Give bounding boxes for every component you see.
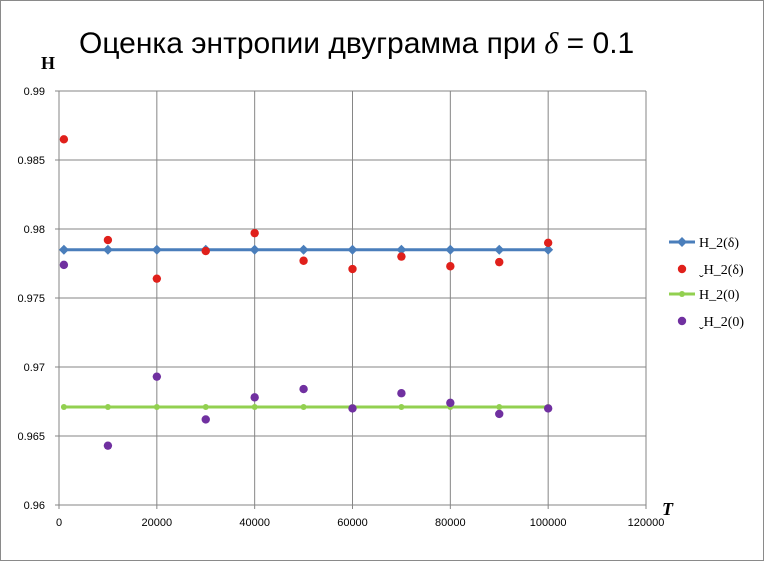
y-tick-label: 0.965	[17, 431, 45, 443]
data-point	[202, 404, 209, 411]
data-point	[446, 262, 455, 271]
legend-marker	[677, 264, 687, 274]
y-axis-label: H	[41, 53, 55, 73]
data-point	[397, 389, 406, 398]
data-point	[348, 404, 357, 413]
data-point	[495, 257, 504, 267]
data-point	[249, 244, 260, 255]
legend-marker	[677, 237, 687, 247]
x-tick-label: 100000	[530, 517, 567, 529]
x-tick-label: 40000	[239, 517, 270, 529]
legend-label: H_2(δ)	[699, 236, 739, 251]
data-point	[299, 256, 308, 265]
data-point	[495, 409, 504, 419]
data-point	[103, 235, 113, 245]
data-point	[60, 404, 67, 411]
data-point	[396, 244, 407, 255]
data-point	[152, 372, 162, 381]
data-point	[151, 244, 162, 255]
legend: H_2(δ) ˬH_2(δ) H_2(0) ˬH_2(0)	[669, 236, 744, 330]
data-point	[153, 404, 160, 411]
data-point	[494, 244, 505, 255]
x-tick-label: 20000	[142, 517, 173, 529]
x-tick-label: 120000	[628, 517, 665, 529]
data-point	[398, 404, 405, 411]
data-point	[543, 244, 554, 255]
y-tick-label: 0.985	[17, 155, 45, 167]
data-point	[397, 252, 406, 261]
y-tick-label: 0.99	[24, 86, 45, 98]
y-tick-label: 0.96	[24, 500, 45, 512]
data-point	[299, 384, 308, 394]
data-point	[104, 404, 111, 411]
data-point	[348, 264, 357, 274]
legend-label: ˬH_2(δ)	[699, 263, 744, 278]
series-1	[59, 135, 553, 283]
x-tick-label: 80000	[435, 517, 466, 529]
data-point	[543, 238, 553, 247]
chart-title-symbol: δ	[544, 27, 559, 60]
data-point	[347, 244, 358, 255]
series-2	[60, 404, 552, 411]
data-point	[251, 404, 258, 411]
data-point	[58, 244, 69, 255]
series-0	[58, 244, 554, 255]
data-point	[298, 244, 309, 255]
data-point	[201, 246, 210, 256]
data-point	[103, 441, 113, 450]
data-point	[446, 398, 455, 408]
y-tick-label: 0.98	[24, 224, 45, 236]
x-tick-label: 60000	[337, 517, 368, 529]
legend-label: H_2(0)	[699, 288, 740, 303]
data-point	[445, 244, 456, 255]
legend-item-2: H_2(0)	[669, 288, 740, 303]
data-point	[250, 228, 259, 238]
x-axis-label: T	[662, 499, 674, 519]
y-tick-label: 0.975	[17, 293, 45, 305]
chart-title: Оценка энтропии двуграмма при δ = 0.1	[79, 27, 634, 60]
grid	[55, 90, 647, 509]
data-point	[152, 274, 162, 283]
legend-item-3: ˬH_2(0)	[677, 315, 744, 330]
legend-label: ˬH_2(0)	[699, 315, 744, 330]
data-point	[300, 404, 307, 411]
data-point	[496, 404, 503, 411]
chart-marks	[58, 135, 554, 450]
data-point	[59, 135, 69, 144]
y-tick-label: 0.97	[24, 362, 45, 374]
data-point	[201, 415, 210, 424]
legend-item-1: ˬH_2(δ)	[677, 263, 744, 278]
tick-labels: 0.96 0.965 0.97 0.975 0.98 0.985 0.99 0 20000 400…	[17, 86, 664, 529]
series-3	[59, 260, 553, 450]
data-point	[250, 393, 259, 402]
chart-title-text: Оценка энтропии двуграмма при	[79, 27, 536, 60]
legend-marker	[679, 291, 685, 297]
legend-marker	[677, 316, 687, 326]
data-point	[543, 404, 553, 413]
chart-title-suffix: = 0.1	[558, 27, 634, 60]
x-tick-label: 0	[56, 517, 62, 529]
data-point	[102, 244, 113, 255]
data-point	[59, 260, 69, 270]
legend-item-0: H_2(δ)	[669, 236, 739, 251]
